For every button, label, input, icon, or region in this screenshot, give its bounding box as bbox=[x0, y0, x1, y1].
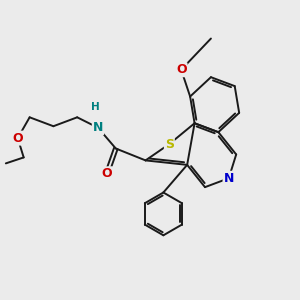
Text: O: O bbox=[176, 63, 187, 76]
Text: N: N bbox=[224, 172, 234, 185]
Text: S: S bbox=[165, 138, 174, 151]
Text: O: O bbox=[12, 132, 23, 145]
Text: O: O bbox=[102, 167, 112, 180]
Text: H: H bbox=[91, 102, 99, 112]
Text: N: N bbox=[93, 121, 103, 134]
